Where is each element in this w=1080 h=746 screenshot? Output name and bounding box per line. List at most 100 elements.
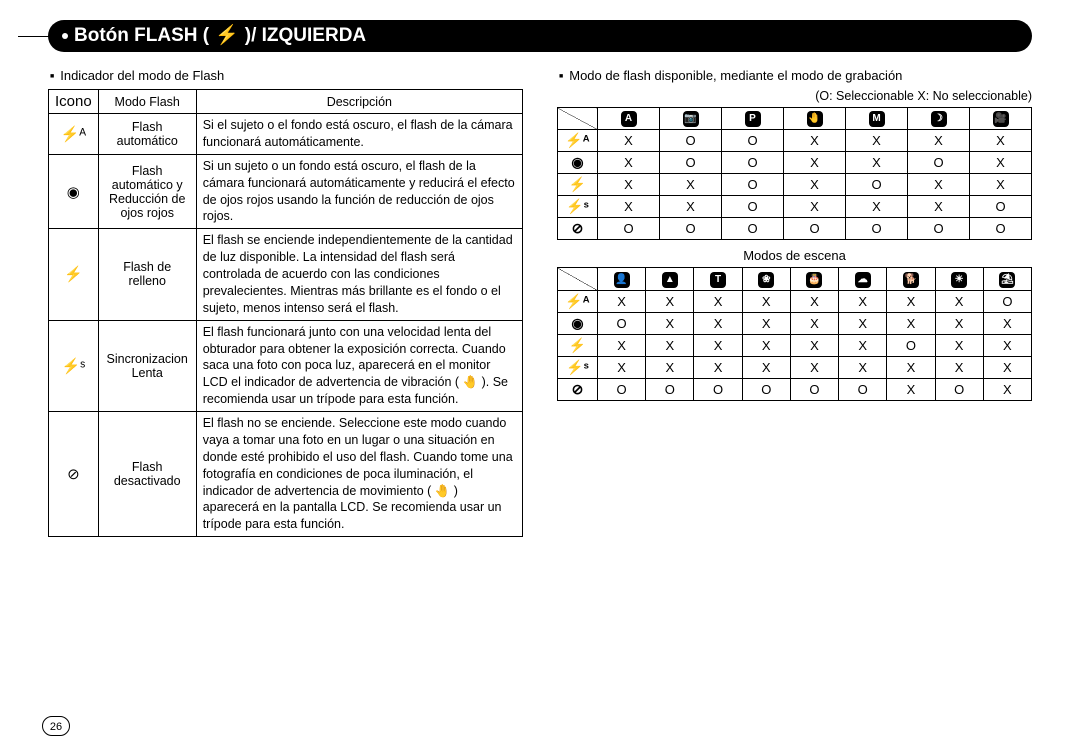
flash-mode-desc: Si el sujeto o el fondo está oscuro, el … [196, 114, 522, 155]
grid-cell: X [784, 152, 846, 174]
grid-cell: X [839, 356, 887, 378]
grid-col-icon: ☁ [839, 268, 887, 290]
scene-modes-label: Modos de escena [557, 248, 1032, 263]
grid-cell: X [846, 152, 908, 174]
grid-cell: X [598, 196, 660, 218]
table-row: ⊘OOOOOOXOX [558, 378, 1032, 400]
grid-cell: X [839, 334, 887, 356]
grid-col-icon: 🐕 [887, 268, 935, 290]
th-modo: Modo Flash [98, 90, 196, 114]
grid-cell: X [908, 130, 970, 152]
grid-row-icon: ⚡ˢ [558, 196, 598, 218]
grid-cell: O [887, 334, 935, 356]
grid-cell: X [694, 312, 742, 334]
grid-cell: X [790, 334, 838, 356]
grid-cell: O [790, 378, 838, 400]
grid-cell: X [983, 378, 1031, 400]
table-row: ⚡ᴬXOOXXXX [558, 130, 1032, 152]
grid-cell: X [784, 196, 846, 218]
grid-cell: X [983, 334, 1031, 356]
grid-row-icon: ⚡ᴬ [558, 290, 598, 312]
grid-cell: X [598, 174, 660, 196]
legend-note: (O: Seleccionable X: No seleccionable) [557, 89, 1032, 103]
grid-cell: X [887, 378, 935, 400]
grid-cell: O [970, 218, 1032, 240]
grid-cell: O [846, 218, 908, 240]
flash-mode-name: Sincronizacion Lenta [98, 320, 196, 411]
grid-cell: X [887, 290, 935, 312]
th-icono: Icono [49, 90, 99, 114]
grid-cell: X [846, 196, 908, 218]
table-row: ◉Flash automático y Reducción de ojos ro… [49, 154, 523, 229]
grid-row-icon: ⊘ [558, 378, 598, 400]
grid-cell: X [694, 334, 742, 356]
grid-cell: O [722, 196, 784, 218]
grid-row-icon: ⚡ [558, 174, 598, 196]
grid-cell: O [598, 378, 646, 400]
grid-col-icon: ▲ [646, 268, 694, 290]
flash-mode-icon: ⚡ˢ [49, 320, 99, 411]
flash-mode-icon: ⚡ᴬ [49, 114, 99, 155]
grid-cell: X [742, 356, 790, 378]
grid-cell: X [660, 174, 722, 196]
grid-cell: O [722, 130, 784, 152]
th-desc: Descripción [196, 90, 522, 114]
table-row: ⚡Flash de rellenoEl flash se enciende in… [49, 229, 523, 320]
grid-row-icon: ⚡ᴬ [558, 130, 598, 152]
right-column: Modo de flash disponible, mediante el mo… [557, 64, 1032, 537]
table-row: ◉OXXXXXXXX [558, 312, 1032, 334]
grid-col-icon: M [846, 108, 908, 130]
flash-mode-desc: Si un sujeto o un fondo está oscuro, el … [196, 154, 522, 229]
grid-cell: X [887, 356, 935, 378]
table-row: ⚡XXOXOXX [558, 174, 1032, 196]
grid-cell: X [790, 290, 838, 312]
grid-row-icon: ◉ [558, 312, 598, 334]
flash-mode-table: Icono Modo Flash Descripción ⚡ᴬFlash aut… [48, 89, 523, 537]
title-post: )/ IZQUIERDA [245, 20, 366, 52]
grid-cell: O [646, 378, 694, 400]
grid-col-icon: 🎂 [790, 268, 838, 290]
grid-cell: O [908, 152, 970, 174]
grid-cell: X [935, 356, 983, 378]
grid-cell: X [694, 290, 742, 312]
grid-cell: X [646, 356, 694, 378]
grid-cell: X [790, 312, 838, 334]
flash-mode-icon: ⚡ [49, 229, 99, 320]
grid-cell: O [722, 174, 784, 196]
grid-cell: X [598, 130, 660, 152]
grid-col-icon: ❀ [742, 268, 790, 290]
grid-col-icon: ☽ [908, 108, 970, 130]
table-row: ⚡ˢSincronizacion LentaEl flash funcionar… [49, 320, 523, 411]
table-row: ⚡ˢXXXXXXXXX [558, 356, 1032, 378]
grid-cell: O [839, 378, 887, 400]
grid-col-icon: 🎥 [970, 108, 1032, 130]
grid-cell: X [839, 312, 887, 334]
grid-cell: O [660, 152, 722, 174]
flash-mode-name: Flash desactivado [98, 412, 196, 537]
grid-cell: O [935, 378, 983, 400]
grid-cell: X [935, 290, 983, 312]
grid-col-icon: T [694, 268, 742, 290]
grid-cell: O [660, 130, 722, 152]
grid-cell: O [722, 218, 784, 240]
grid-cell: X [935, 334, 983, 356]
grid-col-icon: P [722, 108, 784, 130]
grid-col-icon: 👤 [598, 268, 646, 290]
grid-cell: X [646, 290, 694, 312]
flash-mode-desc: El flash se enciende independientemente … [196, 229, 522, 320]
grid-row-icon: ◉ [558, 152, 598, 174]
grid-cell: X [935, 312, 983, 334]
flash-mode-name: Flash de relleno [98, 229, 196, 320]
table-row: ⊘Flash desactivadoEl flash no se enciend… [49, 412, 523, 537]
grid-cell: X [784, 174, 846, 196]
grid-cell: O [598, 312, 646, 334]
grid-cell: X [839, 290, 887, 312]
grid-cell: O [660, 218, 722, 240]
grid-cell: X [660, 196, 722, 218]
table-row: ◉XOOXXOX [558, 152, 1032, 174]
availability-table-2: 👤▲T❀🎂☁🐕☀⛱⚡ᴬXXXXXXXXO◉OXXXXXXXX⚡XXXXXXOXX… [557, 267, 1032, 400]
left-heading: Indicador del modo de Flash [50, 68, 523, 83]
grid-cell: X [908, 174, 970, 196]
grid-corner [558, 108, 598, 130]
grid-corner [558, 268, 598, 290]
